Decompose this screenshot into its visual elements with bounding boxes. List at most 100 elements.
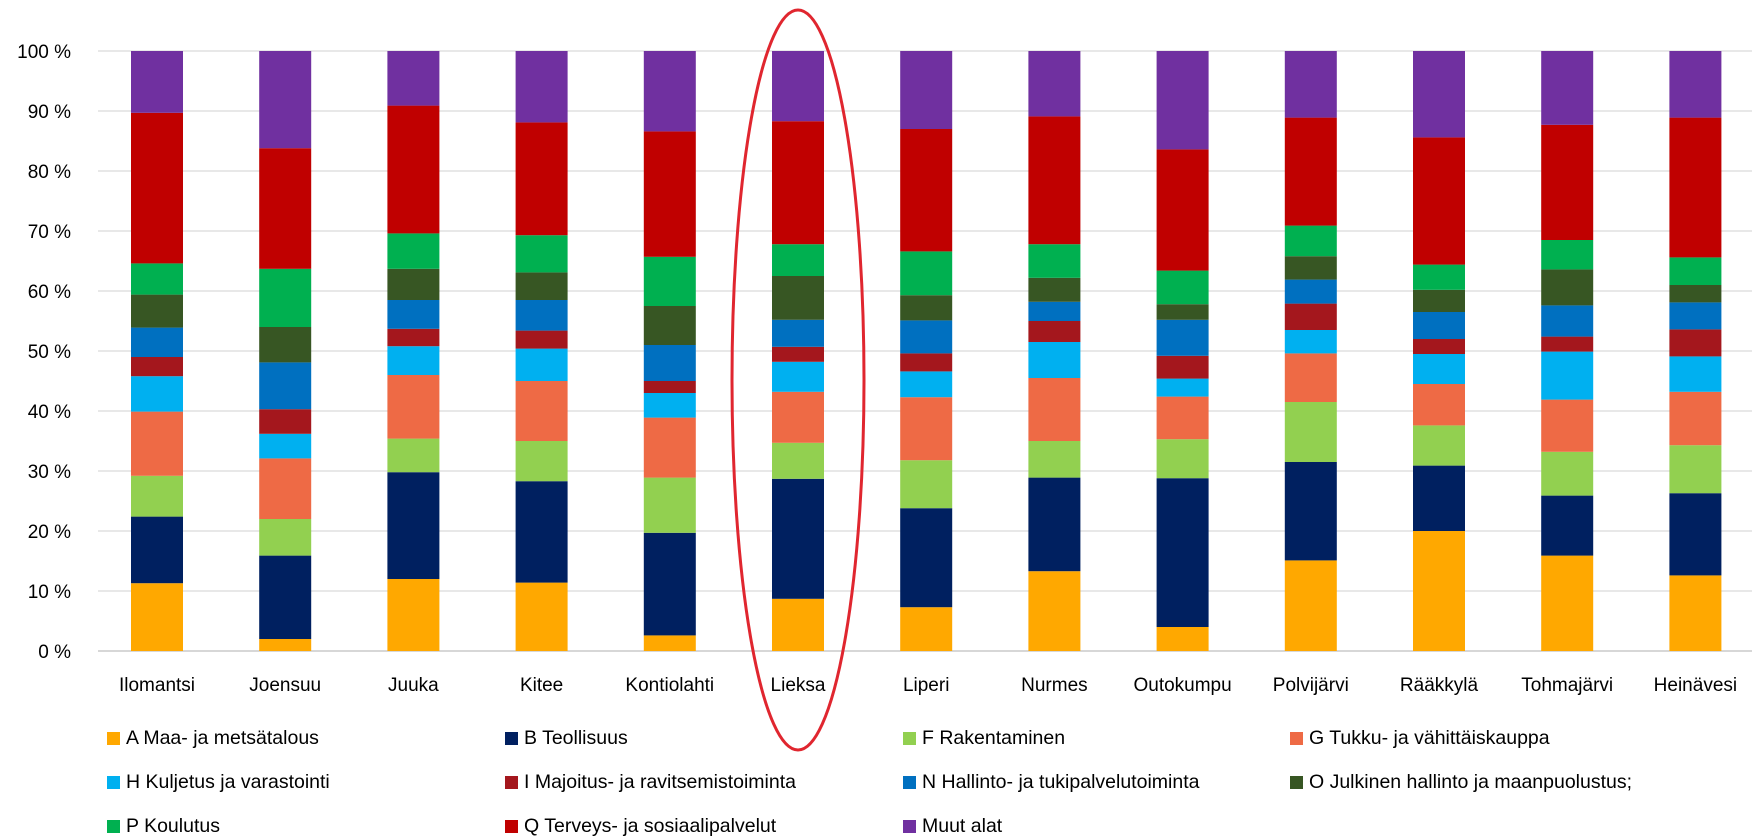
- bar-stack: [1284, 51, 1337, 651]
- y-tick-label: 50 %: [28, 342, 71, 363]
- bar-segment: [1156, 478, 1209, 627]
- bar-segment: [259, 639, 312, 651]
- bar-stack: [772, 51, 824, 651]
- bar-segment: [1156, 378, 1209, 397]
- bar-segment: [1669, 575, 1722, 651]
- bar-segment: [387, 300, 440, 329]
- bar-segment: [131, 516, 183, 584]
- bar-segment: [1541, 269, 1594, 306]
- bar-segment: [387, 579, 440, 651]
- bar-segment: [1669, 285, 1722, 303]
- bar-segment: [131, 327, 183, 357]
- bar-segment: [1028, 51, 1081, 117]
- bar-stack: [1413, 51, 1465, 651]
- bar-segment: [1413, 51, 1465, 138]
- bar-segment: [1541, 124, 1594, 240]
- bar-segment: [1284, 560, 1337, 651]
- x-tick-label: Heinävesi: [1654, 675, 1737, 696]
- x-tick-label: Outokumpu: [1133, 675, 1231, 696]
- bar-segment: [1284, 353, 1337, 402]
- y-tick-label: 80 %: [28, 162, 71, 183]
- bar-segment: [772, 361, 824, 392]
- bar-segment: [515, 481, 568, 583]
- bars: [131, 51, 1722, 651]
- bar-segment: [643, 345, 696, 381]
- bar-segment: [900, 508, 953, 608]
- bar-segment: [515, 300, 568, 331]
- bar-segment: [1669, 51, 1722, 118]
- bar-segment: [1284, 279, 1337, 304]
- bar-segment: [1156, 51, 1209, 150]
- bar-segment: [131, 357, 183, 377]
- y-tick-label: 60 %: [28, 282, 71, 303]
- bar-segment: [515, 235, 568, 273]
- bar-segment: [1284, 51, 1337, 118]
- bar-segment: [772, 244, 824, 276]
- bar-segment: [387, 438, 440, 473]
- bar-segment: [1028, 244, 1081, 278]
- bar-segment: [772, 121, 824, 245]
- bar-segment: [1669, 445, 1722, 494]
- bar-stack: [900, 51, 953, 651]
- bar-segment: [1413, 289, 1465, 312]
- bar-stack: [259, 51, 312, 651]
- bar-segment: [1413, 312, 1465, 339]
- x-tick-label: Tohmajärvi: [1521, 675, 1613, 696]
- bar-segment: [387, 105, 440, 234]
- bar-segment: [387, 346, 440, 375]
- y-tick-label: 40 %: [28, 402, 71, 423]
- bar-segment: [772, 442, 824, 479]
- x-tick-label: Rääkkylä: [1400, 675, 1479, 696]
- bar-stack: [131, 51, 183, 651]
- bar-segment: [1028, 342, 1081, 378]
- bar-segment: [1413, 354, 1465, 384]
- y-tick-label: 10 %: [28, 582, 71, 603]
- bar-segment: [643, 417, 696, 478]
- bar-segment: [900, 51, 953, 129]
- bar-stack: [1156, 51, 1209, 651]
- x-axis-ticks: Ilomantsi Joensuu Juuka Kitee Kontiolahti Lie…: [119, 675, 1737, 696]
- bar-segment: [259, 327, 312, 363]
- bar-segment: [1284, 402, 1337, 462]
- bar-segment: [900, 371, 953, 398]
- bar-segment: [1156, 439, 1209, 479]
- bar-segment: [259, 51, 312, 149]
- bar-segment: [1541, 399, 1594, 452]
- bar-segment: [643, 51, 696, 132]
- bar-segment: [259, 458, 312, 519]
- bar-segment: [515, 122, 568, 236]
- x-tick-label: Liperi: [903, 675, 949, 696]
- bar-segment: [387, 268, 440, 300]
- y-tick-label: 30 %: [28, 462, 71, 483]
- bar-stack: [643, 51, 696, 651]
- bar-segment: [1669, 493, 1722, 576]
- bar-segment: [387, 233, 440, 269]
- bar-segment: [1541, 351, 1594, 400]
- bar-segment: [1541, 240, 1594, 270]
- bar-segment: [1028, 301, 1081, 321]
- bar-segment: [643, 381, 696, 393]
- bar-segment: [772, 319, 824, 347]
- bar-segment: [643, 532, 696, 636]
- bar-segment: [1413, 465, 1465, 531]
- x-tick-label: Polvijärvi: [1273, 675, 1349, 696]
- bar-segment: [772, 276, 824, 320]
- bar-segment: [1156, 270, 1209, 305]
- bar-segment: [515, 330, 568, 349]
- bar-segment: [1413, 264, 1465, 290]
- bar-stack: [1028, 51, 1081, 651]
- bar-segment: [772, 391, 824, 443]
- x-tick-label: Kontiolahti: [625, 675, 714, 696]
- x-tick-label: Kitee: [520, 675, 563, 696]
- x-tick-label: Juuka: [388, 675, 439, 696]
- bar-segment: [1284, 225, 1337, 257]
- bar-segment: [131, 51, 183, 113]
- bar-segment: [1156, 319, 1209, 356]
- bar-segment: [1028, 378, 1081, 441]
- bar-segment: [1541, 555, 1594, 651]
- highlight-ellipse: [730, 8, 866, 752]
- bar-segment: [1028, 571, 1081, 651]
- bar-segment: [131, 263, 183, 295]
- bar-segment: [1028, 321, 1081, 342]
